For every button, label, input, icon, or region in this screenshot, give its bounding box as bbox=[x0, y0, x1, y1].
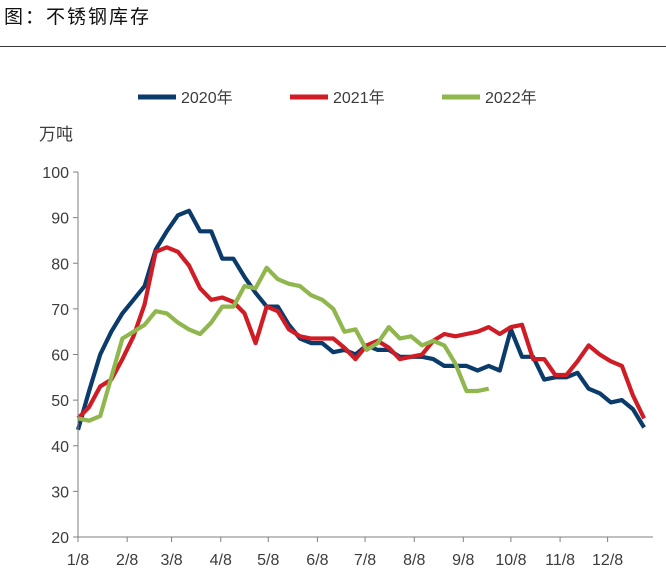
x-tick-label: 2/8 bbox=[116, 552, 138, 569]
title-rule bbox=[0, 46, 666, 47]
x-tick-label: 1/8 bbox=[67, 552, 89, 569]
figure-title: 图：不锈钢库存 bbox=[4, 6, 152, 28]
y-tick-label: 100 bbox=[42, 165, 69, 182]
y-axis-title: 万吨 bbox=[39, 125, 73, 144]
series-lines bbox=[75, 208, 646, 431]
x-tick-label: 4/8 bbox=[210, 552, 232, 569]
x-tick-label: 12/8 bbox=[592, 552, 623, 569]
legend-label-0: 2020年 bbox=[181, 89, 233, 107]
legend-label-2: 2022年 bbox=[485, 89, 537, 107]
x-tick-label: 11/8 bbox=[545, 552, 575, 569]
series-line-1 bbox=[76, 245, 646, 420]
x-tick-label: 3/8 bbox=[160, 552, 182, 569]
series-line-0 bbox=[75, 208, 646, 431]
y-tick-label: 20 bbox=[51, 530, 69, 547]
x-tick-label: 7/8 bbox=[354, 552, 376, 569]
y-tick-label: 50 bbox=[51, 393, 69, 410]
y-tick-label: 30 bbox=[51, 484, 69, 501]
x-tick-label: 9/8 bbox=[452, 552, 474, 569]
x-tick-label: 5/8 bbox=[257, 552, 279, 569]
y-tick-label: 60 bbox=[51, 348, 69, 365]
x-tick-label: 6/8 bbox=[306, 552, 328, 569]
y-tick-label: 80 bbox=[51, 256, 69, 273]
series-line-2 bbox=[77, 265, 490, 423]
x-tick-label: 8/8 bbox=[403, 552, 425, 569]
chart-legend: 2020年 2021年 2022年 bbox=[138, 89, 537, 107]
x-tick-label: 10/8 bbox=[495, 552, 526, 569]
legend-label-1: 2021年 bbox=[333, 89, 385, 107]
y-axis-ticks: 20 30 40 50 60 70 80 90 100 bbox=[42, 165, 78, 547]
y-tick-label: 70 bbox=[51, 302, 69, 319]
y-tick-label: 40 bbox=[51, 439, 69, 456]
x-axis-ticks: 1/8 2/8 3/8 4/8 5/8 6/8 7/8 8/8 9/8 10/8 11/8 12/8 bbox=[67, 537, 623, 569]
y-tick-label: 90 bbox=[51, 211, 69, 228]
